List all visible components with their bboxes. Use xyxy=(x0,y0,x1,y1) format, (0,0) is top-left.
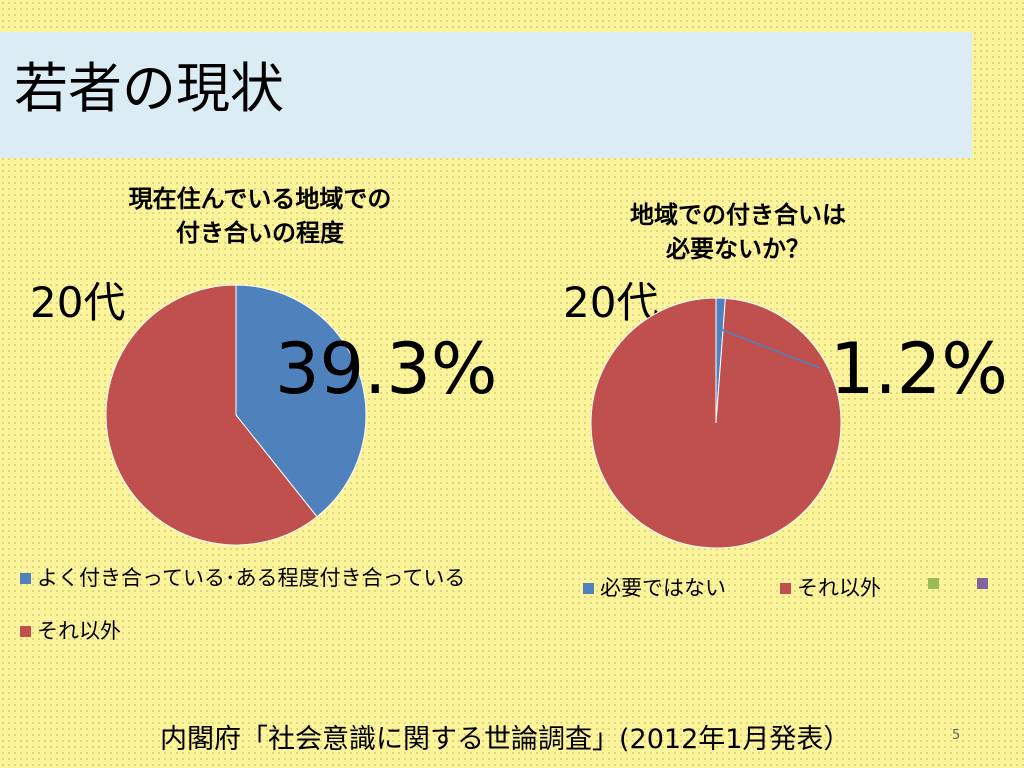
right-leader-line xyxy=(721,325,821,369)
legend-swatch-blue xyxy=(583,583,594,594)
title-band xyxy=(0,32,972,158)
pie-slice-2 xyxy=(105,284,318,546)
right-age-label: 20代 xyxy=(563,278,659,327)
source-citation: 内閣府「社会意識に関する世論調査」(2012年1月発表） xyxy=(160,724,851,755)
legend-swatch-purple xyxy=(977,578,988,589)
legend-swatch-red xyxy=(20,626,31,637)
pie-slice-2 xyxy=(590,297,842,549)
right-highlight-percent: 1.2% xyxy=(830,328,1008,410)
right-chart-title: 地域での付き合いは 必要ないか？ xyxy=(608,198,868,266)
left-age-label: 20代 xyxy=(30,278,126,327)
right-legend-label-2: それ以外 xyxy=(797,576,881,600)
left-chart-title: 現在住んでいる地域での 付き合いの程度 xyxy=(80,182,440,250)
left-chart-title-line2: 付き合いの程度 xyxy=(176,219,344,247)
left-highlight-percent: 39.3% xyxy=(275,328,498,410)
legend-swatch-red xyxy=(780,583,791,594)
right-legend-item-2: それ以外 xyxy=(780,578,881,599)
legend-swatch-blue xyxy=(20,573,31,584)
right-legend-item-1: 必要ではない xyxy=(583,578,726,599)
right-legend-label-1: 必要ではない xyxy=(600,576,726,600)
left-legend-label-1: よく付き合っている･ある程度付き合っている xyxy=(37,566,466,590)
left-legend-label-2: それ以外 xyxy=(37,619,121,643)
right-chart-title-line2: 必要ないか？ xyxy=(666,235,810,263)
pie-slice-1 xyxy=(235,284,367,518)
legend-swatch-green xyxy=(928,578,939,589)
right-chart-title-line1: 地域での付き合いは xyxy=(630,201,846,229)
left-pie-chart xyxy=(105,284,367,546)
left-legend-item-1: よく付き合っている･ある程度付き合っている xyxy=(20,568,465,589)
right-legend-item-4 xyxy=(977,578,994,589)
right-legend-item-3 xyxy=(928,578,945,589)
right-pie-chart xyxy=(590,297,842,549)
left-legend-item-2: それ以外 xyxy=(20,621,121,642)
left-chart-title-line1: 現在住んでいる地域での xyxy=(128,185,392,213)
page-number: 5 xyxy=(952,728,961,743)
slide-title: 若者の現状 xyxy=(14,57,284,120)
